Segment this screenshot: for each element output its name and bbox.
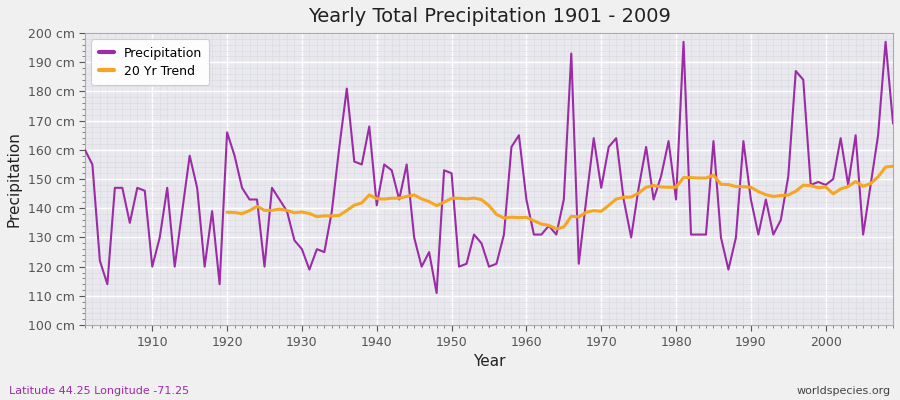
Precipitation xyxy=(528,232,539,237)
Precipitation xyxy=(304,267,315,272)
Line: 20 Yr Trend: 20 Yr Trend xyxy=(227,166,893,229)
Precipitation xyxy=(79,148,90,152)
20 Yr Trend xyxy=(887,164,898,169)
20 Yr Trend xyxy=(865,181,876,186)
20 Yr Trend xyxy=(311,214,322,219)
X-axis label: Year: Year xyxy=(472,354,505,369)
Line: Precipitation: Precipitation xyxy=(85,42,893,293)
20 Yr Trend xyxy=(551,226,562,231)
Precipitation xyxy=(678,40,688,44)
20 Yr Trend xyxy=(693,176,704,180)
Precipitation xyxy=(618,197,629,202)
Text: Latitude 44.25 Longitude -71.25: Latitude 44.25 Longitude -71.25 xyxy=(9,386,189,396)
Y-axis label: Precipitation: Precipitation xyxy=(7,131,22,227)
Precipitation xyxy=(887,121,898,126)
20 Yr Trend xyxy=(221,210,232,215)
20 Yr Trend xyxy=(783,192,794,197)
Precipitation xyxy=(521,197,532,202)
20 Yr Trend xyxy=(798,183,809,188)
20 Yr Trend xyxy=(424,199,435,204)
Legend: Precipitation, 20 Yr Trend: Precipitation, 20 Yr Trend xyxy=(91,39,210,85)
Title: Yearly Total Precipitation 1901 - 2009: Yearly Total Precipitation 1901 - 2009 xyxy=(308,7,670,26)
Precipitation xyxy=(431,290,442,295)
Text: worldspecies.org: worldspecies.org xyxy=(796,386,891,396)
Precipitation xyxy=(140,188,150,193)
Precipitation xyxy=(349,159,360,164)
